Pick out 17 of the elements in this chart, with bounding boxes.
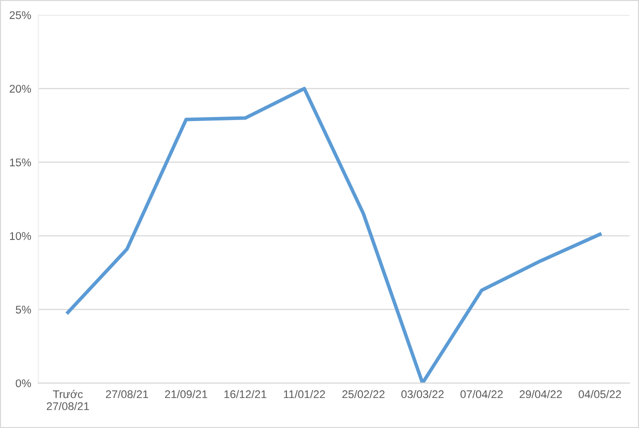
x-tick-label: 11/01/22 — [284, 390, 325, 398]
y-tick-label: 0% — [16, 379, 31, 388]
y-tick-label: 10% — [10, 232, 31, 240]
x-tick-label: 29/04/22 — [520, 390, 562, 398]
y-tick-label: 25% — [10, 11, 31, 20]
y-tick-label: 15% — [10, 158, 31, 166]
x-tick-label: 21/09/21 — [165, 390, 208, 398]
line-series — [66, 86, 602, 384]
x-tick-label: 16/12/21 — [224, 390, 266, 398]
x-tick-label: 03/03/22 — [401, 390, 444, 398]
x-tick-label: 25/02/22 — [342, 390, 384, 398]
x-tick-label: 04/05/22 — [578, 390, 621, 398]
y-tick-label: 5% — [16, 306, 31, 314]
x-tick-label: Trước 27/08/21 — [46, 390, 89, 410]
x-tick-label: 27/08/21 — [106, 390, 148, 398]
x-tick-label: 07/04/22 — [460, 390, 503, 398]
y-tick-label: 20% — [10, 84, 31, 93]
